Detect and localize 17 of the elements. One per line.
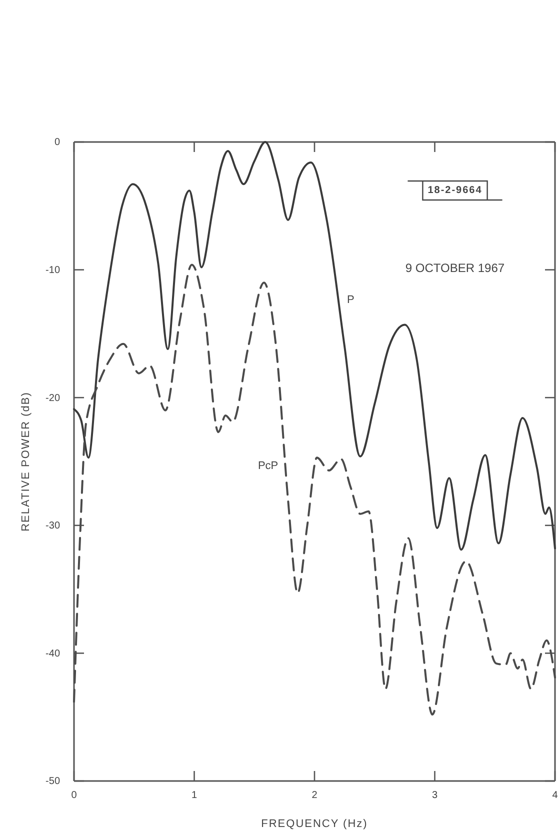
x-tick-label: 0	[71, 790, 78, 802]
x-axis-title: FREQUENCY (Hz)	[261, 818, 368, 830]
x-tick-label: 1	[191, 790, 198, 802]
y-tick-label: -50	[46, 776, 60, 788]
annotation: 18-2-9664	[428, 185, 482, 196]
x-tick-label: 4	[552, 790, 558, 802]
x-tick-label: 3	[432, 790, 438, 802]
y-tick-label: -30	[46, 520, 60, 532]
series-label: P	[346, 294, 354, 306]
y-tick-label: -20	[46, 392, 60, 404]
y-tick-label: -10	[46, 265, 60, 276]
y-tick-label: -40	[46, 648, 60, 660]
y-axis-title: RELATIVE POWER (dB)	[20, 392, 32, 532]
x-tick-label: 2	[312, 790, 318, 802]
annotation: 9 OCTOBER 1967	[405, 261, 505, 275]
y-tick-label: 0	[54, 137, 60, 148]
series-label: PcP	[258, 460, 278, 472]
